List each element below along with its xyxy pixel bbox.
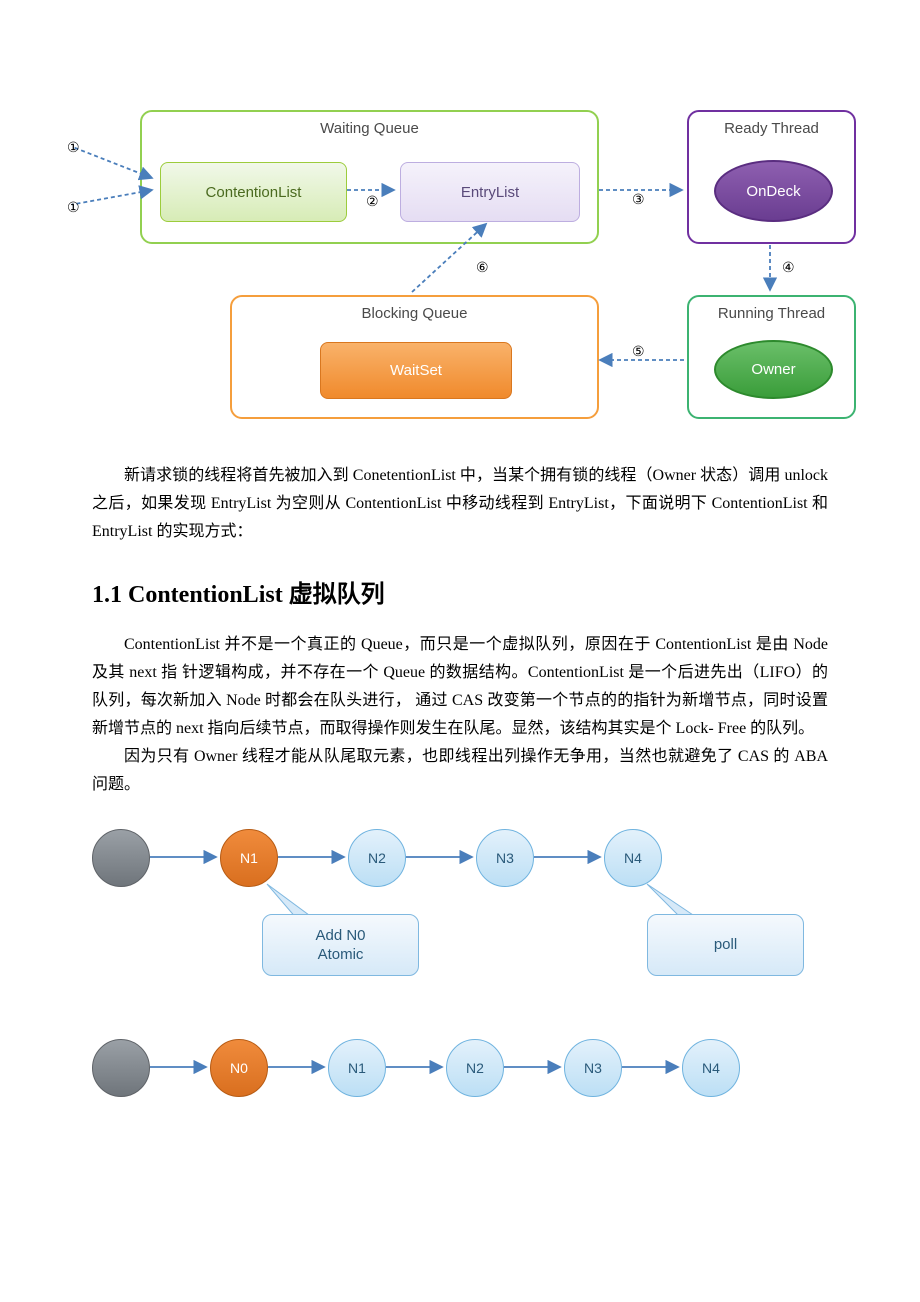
node-head	[92, 1039, 150, 1097]
node-n1: N1	[220, 829, 278, 887]
running-thread-title: Running Thread	[689, 305, 854, 322]
ready-thread-box: Ready Thread OnDeck	[687, 110, 856, 244]
label-1a: ①	[67, 140, 80, 157]
blocking-queue-title: Blocking Queue	[232, 305, 597, 322]
label-2: ②	[366, 194, 379, 211]
paragraph-3: 因为只有 Owner 线程才能从队尾取元素，也即线程出列操作无争用，当然也就避免…	[92, 743, 828, 799]
section-heading: 1.1 ContentionList 虚拟队列	[92, 574, 828, 609]
owner-label: Owner	[751, 361, 795, 378]
label-5: ⑤	[632, 344, 645, 361]
owner-ellipse: Owner	[714, 340, 833, 399]
node-head	[92, 829, 150, 887]
label-1b: ①	[67, 200, 80, 217]
node-n3: N3	[564, 1039, 622, 1097]
ondeck-ellipse: OnDeck	[714, 160, 833, 222]
running-thread-box: Running Thread Owner	[687, 295, 856, 419]
node-n4: N4	[682, 1039, 740, 1097]
waiting-queue-title: Waiting Queue	[142, 120, 597, 137]
entrylist-box: EntryList	[400, 162, 580, 222]
node-n1: N1	[328, 1039, 386, 1097]
ready-thread-title: Ready Thread	[689, 120, 854, 137]
callout-add-n0: Add N0Atomic	[262, 914, 419, 976]
node-n2: N2	[348, 829, 406, 887]
thread-state-diagram: Waiting Queue ContentionList EntryList R…	[72, 100, 832, 420]
waiting-queue-box: Waiting Queue ContentionList EntryList	[140, 110, 599, 244]
node-n2: N2	[446, 1039, 504, 1097]
blocking-queue-box: Blocking Queue WaitSet	[230, 295, 599, 419]
paragraph-2: ContentionList 并不是一个真正的 Queue，而只是一个虚拟队列，…	[92, 631, 828, 743]
node-n4: N4	[604, 829, 662, 887]
callout-poll: poll	[647, 914, 804, 976]
label-3: ③	[632, 192, 645, 209]
contentionlist-box: ContentionList	[160, 162, 347, 222]
linked-list-diagram: N1 N2 N3 N4 Add N0Atomic poll N0 N1 N2 N3 N4	[92, 829, 812, 1129]
paragraph-1: 新请求锁的线程将首先被加入到 ConetentionList 中，当某个拥有锁的…	[92, 462, 828, 546]
waitset-label: WaitSet	[390, 362, 442, 379]
entrylist-label: EntryList	[461, 184, 519, 201]
label-6: ⑥	[476, 260, 489, 277]
label-4: ④	[782, 260, 795, 277]
node-n3: N3	[476, 829, 534, 887]
waitset-box: WaitSet	[320, 342, 512, 399]
node-n0: N0	[210, 1039, 268, 1097]
contentionlist-label: ContentionList	[206, 184, 302, 201]
ondeck-label: OnDeck	[746, 183, 800, 200]
